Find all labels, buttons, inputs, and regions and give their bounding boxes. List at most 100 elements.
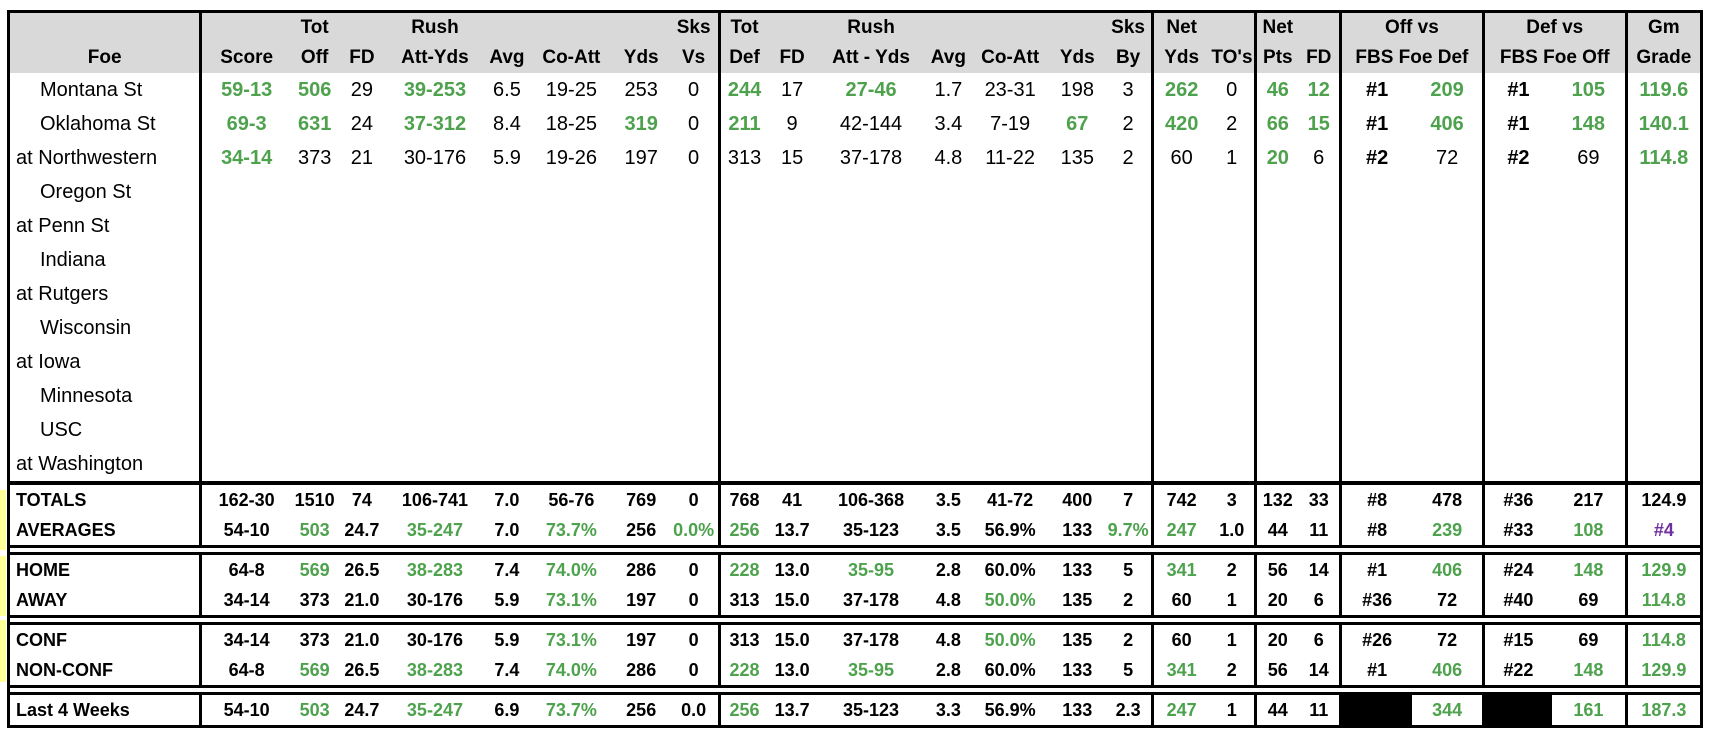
summary-cell: 2.3 [1105,692,1153,728]
stat-cell [1254,243,1299,277]
stat-cell [1481,175,1553,209]
stat-cell [1481,311,1553,345]
summary-cell: 21.0 [338,622,386,655]
stat-cell [1481,447,1553,483]
summary-cell: 0 [669,552,720,585]
summary-cell: 1.0 [1209,515,1256,548]
stat-cell: 140.1 [1624,107,1704,141]
stat-cell [1481,413,1553,447]
stat-cell [1254,175,1299,209]
summary-cell: 35-123 [816,515,926,548]
stat-cell [1338,345,1413,379]
header-cell: Def vs [1481,10,1627,41]
summary-cell: 2 [1105,622,1153,655]
stat-cell [1254,379,1299,413]
stat-cell [971,277,1049,311]
stat-cell: 253 [624,79,658,101]
summary-cell: 37-178 [816,622,926,655]
stat-cell [1552,413,1626,447]
stat-cell [1338,175,1413,209]
header-cell: Off [291,41,339,73]
stat-cell: 42-144 [839,113,903,135]
stat-cell [291,413,338,447]
yellow-marker-totals [0,490,6,550]
summary-cell: 56-76 [529,481,614,515]
stat-cell: 420 [1150,107,1210,141]
stat-cell [1412,345,1483,379]
stat-cell: 23-31 [984,79,1036,101]
stat-cell [1552,243,1626,277]
stat-cell [1412,243,1483,277]
stat-cell: 0 [688,79,700,101]
header-cell: Co-Att [970,41,1050,73]
stat-cell [1150,413,1210,447]
summary-cell: 247 [1150,515,1210,548]
summary-cell: 114.8 [1624,585,1704,618]
stat-cell [529,311,613,345]
summary-cell: #33 [1481,515,1553,548]
summary-cell: 20 [1254,585,1299,618]
spacer-row [7,686,1703,694]
summary-cell: 228 [718,552,768,585]
stat-cell [718,345,768,379]
header-cell: Sks [669,10,720,41]
summary-cell: 44 [1254,692,1299,728]
stat-cell [1412,413,1483,447]
stat-cell [971,175,1049,209]
summary-cell: 135 [1049,622,1106,655]
stat-cell [291,379,338,413]
header-cell: Foe [6,41,201,73]
summary-cell: 74.0% [529,552,614,585]
stat-cell [1552,209,1626,243]
stat-cell [1049,175,1105,209]
header-cell [925,10,971,41]
summary-cell: #15 [1481,622,1553,655]
stat-cell [1624,413,1704,447]
stat-cell [199,243,292,277]
stat-cell: 15 [780,147,804,169]
stat-cell: 6.5 [493,79,521,101]
summary-cell: 73.7% [529,692,614,728]
stat-cell [1209,447,1255,483]
stat-cell [1209,175,1255,209]
summary-cell: 3.5 [925,481,971,515]
stat-cell [669,345,719,379]
summary-cell: 13.0 [767,655,817,688]
summary-cell: #1 [1338,552,1413,585]
summary-cell: 2.8 [925,552,971,585]
stat-cell: 37-312 [403,113,467,135]
summary-cell: 341 [1150,655,1210,688]
stat-cell [1624,447,1704,483]
stat-cell [768,413,816,447]
stat-cell [613,243,669,277]
stat-cell [816,345,926,379]
summary-cell: 69 [1552,585,1627,618]
summary-cell: 24.7 [338,515,386,548]
summary-cell: 13.7 [767,692,817,728]
stat-cell [529,277,613,311]
summary-cell: #8 [1338,515,1413,548]
stat-cell: 37-178 [839,147,903,169]
summary-cell: 2.8 [925,655,971,688]
stat-cell: 18-25 [545,113,597,135]
foe-name: Wisconsin [6,311,201,345]
summary-cell: 313 [718,622,768,655]
summary-cell: 478 [1412,481,1484,515]
stat-cell: 8.4 [493,113,521,135]
summary-cell: 256 [718,692,768,728]
foe-name: at Penn St [6,209,201,243]
summary-cell: 60 [1150,622,1210,655]
summary-cell: 72 [1412,585,1484,618]
header-cell: Co-Att [529,41,614,73]
summary-cell: 503 [291,515,339,548]
stat-cell: 4.8 [934,147,963,169]
summary-cell: 5.9 [484,622,530,655]
stat-cell [926,345,971,379]
stat-cell: 59-13 [199,73,292,107]
summary-cell: 56.9% [970,515,1050,548]
stat-cell [816,277,926,311]
stat-cell: 3.4 [934,113,963,135]
summary-cell: 21.0 [338,585,386,618]
summary-cell: 1510 [291,481,339,515]
stat-cell [338,209,385,243]
